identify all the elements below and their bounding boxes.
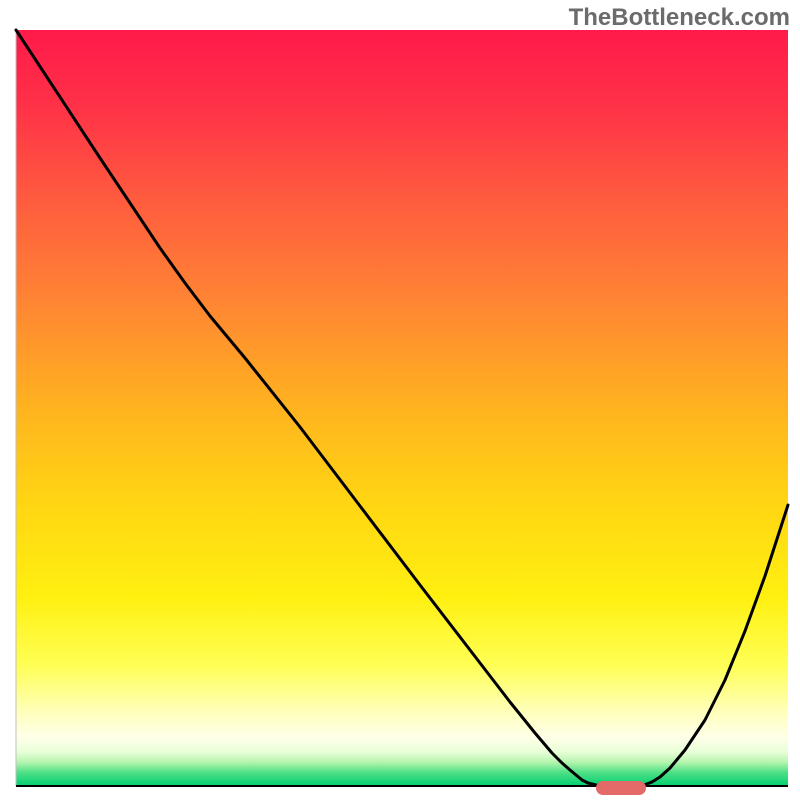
bottleneck-chart: TheBottleneck.com bbox=[0, 0, 800, 800]
watermark-text: TheBottleneck.com bbox=[569, 4, 790, 32]
valley-marker bbox=[596, 781, 646, 795]
gradient-background bbox=[16, 30, 788, 786]
chart-svg bbox=[0, 0, 800, 800]
